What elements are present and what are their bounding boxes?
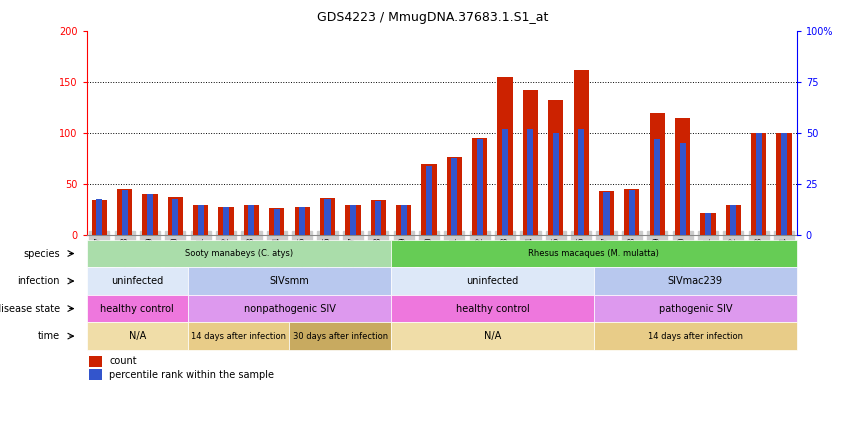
Text: disease state: disease state <box>0 304 60 313</box>
Bar <box>299 207 305 235</box>
Bar <box>578 129 585 235</box>
Text: time: time <box>37 331 60 341</box>
Bar <box>629 190 635 235</box>
Bar <box>87 240 391 267</box>
Bar <box>168 197 183 235</box>
Text: 14 days after infection: 14 days after infection <box>191 332 287 341</box>
Text: SIVmac239: SIVmac239 <box>668 276 723 286</box>
Bar <box>117 190 132 235</box>
Bar <box>447 157 462 235</box>
Bar <box>289 322 391 350</box>
Bar <box>188 322 289 350</box>
Bar <box>249 205 255 235</box>
Bar <box>426 166 432 235</box>
Bar <box>87 267 188 295</box>
Bar <box>594 267 797 295</box>
Bar <box>756 133 762 235</box>
Bar <box>594 322 797 350</box>
Bar <box>87 295 188 322</box>
Bar <box>599 191 614 235</box>
Bar <box>594 295 797 322</box>
Bar <box>375 201 381 235</box>
Bar <box>422 164 436 235</box>
Text: infection: infection <box>17 276 60 286</box>
Bar <box>604 192 610 235</box>
Bar <box>497 77 513 235</box>
Bar <box>472 139 488 235</box>
Bar <box>548 99 564 235</box>
Text: GDS4223 / MmugDNA.37683.1.S1_at: GDS4223 / MmugDNA.37683.1.S1_at <box>317 11 549 24</box>
Text: Sooty manabeys (C. atys): Sooty manabeys (C. atys) <box>184 249 293 258</box>
Bar <box>96 198 102 235</box>
Bar <box>527 129 533 235</box>
Text: uninfected: uninfected <box>466 276 519 286</box>
Text: healthy control: healthy control <box>456 304 529 313</box>
Bar <box>726 205 741 235</box>
Bar <box>751 133 766 235</box>
Bar <box>730 205 736 235</box>
Bar <box>675 118 690 235</box>
Text: nonpathogenic SIV: nonpathogenic SIV <box>243 304 335 313</box>
Text: uninfected: uninfected <box>111 276 164 286</box>
Text: 30 days after infection: 30 days after infection <box>293 332 388 341</box>
Bar <box>188 295 391 322</box>
Bar <box>650 113 665 235</box>
Bar <box>523 90 538 235</box>
Bar <box>320 198 335 235</box>
Text: pathogenic SIV: pathogenic SIV <box>658 304 732 313</box>
Bar <box>269 208 284 235</box>
Bar <box>553 133 559 235</box>
Bar <box>188 267 391 295</box>
Bar <box>121 190 127 235</box>
Text: 14 days after infection: 14 days after infection <box>648 332 743 341</box>
Bar <box>92 200 107 235</box>
Bar <box>244 205 259 235</box>
Bar <box>197 205 204 235</box>
Bar <box>624 190 639 235</box>
Bar <box>294 207 310 235</box>
Bar <box>274 209 280 235</box>
Bar <box>680 143 686 235</box>
Bar <box>705 213 711 235</box>
Bar <box>401 205 407 235</box>
Bar <box>476 139 482 235</box>
Bar <box>391 267 594 295</box>
Text: Rhesus macaques (M. mulatta): Rhesus macaques (M. mulatta) <box>528 249 659 258</box>
Bar <box>172 198 178 235</box>
Bar <box>218 207 234 235</box>
Text: species: species <box>23 249 60 258</box>
Text: SIVsmm: SIVsmm <box>269 276 309 286</box>
Bar <box>391 322 594 350</box>
Bar <box>396 205 411 235</box>
Bar <box>777 133 792 235</box>
Bar <box>371 200 386 235</box>
Bar <box>701 213 715 235</box>
Bar <box>89 356 102 367</box>
Bar <box>573 70 589 235</box>
Bar <box>193 205 209 235</box>
Bar <box>142 194 158 235</box>
Bar <box>223 207 229 235</box>
Text: healthy control: healthy control <box>100 304 174 313</box>
Bar <box>350 205 356 235</box>
Bar <box>87 322 188 350</box>
Text: percentile rank within the sample: percentile rank within the sample <box>109 370 275 380</box>
Text: N/A: N/A <box>484 331 501 341</box>
Text: N/A: N/A <box>129 331 146 341</box>
Bar <box>451 158 457 235</box>
Bar <box>325 198 331 235</box>
Bar <box>346 205 360 235</box>
Bar <box>391 240 797 267</box>
Bar <box>502 129 508 235</box>
Bar <box>89 369 102 381</box>
Bar <box>781 133 787 235</box>
Text: count: count <box>109 356 137 366</box>
Bar <box>147 194 153 235</box>
Bar <box>391 295 594 322</box>
Bar <box>654 139 660 235</box>
